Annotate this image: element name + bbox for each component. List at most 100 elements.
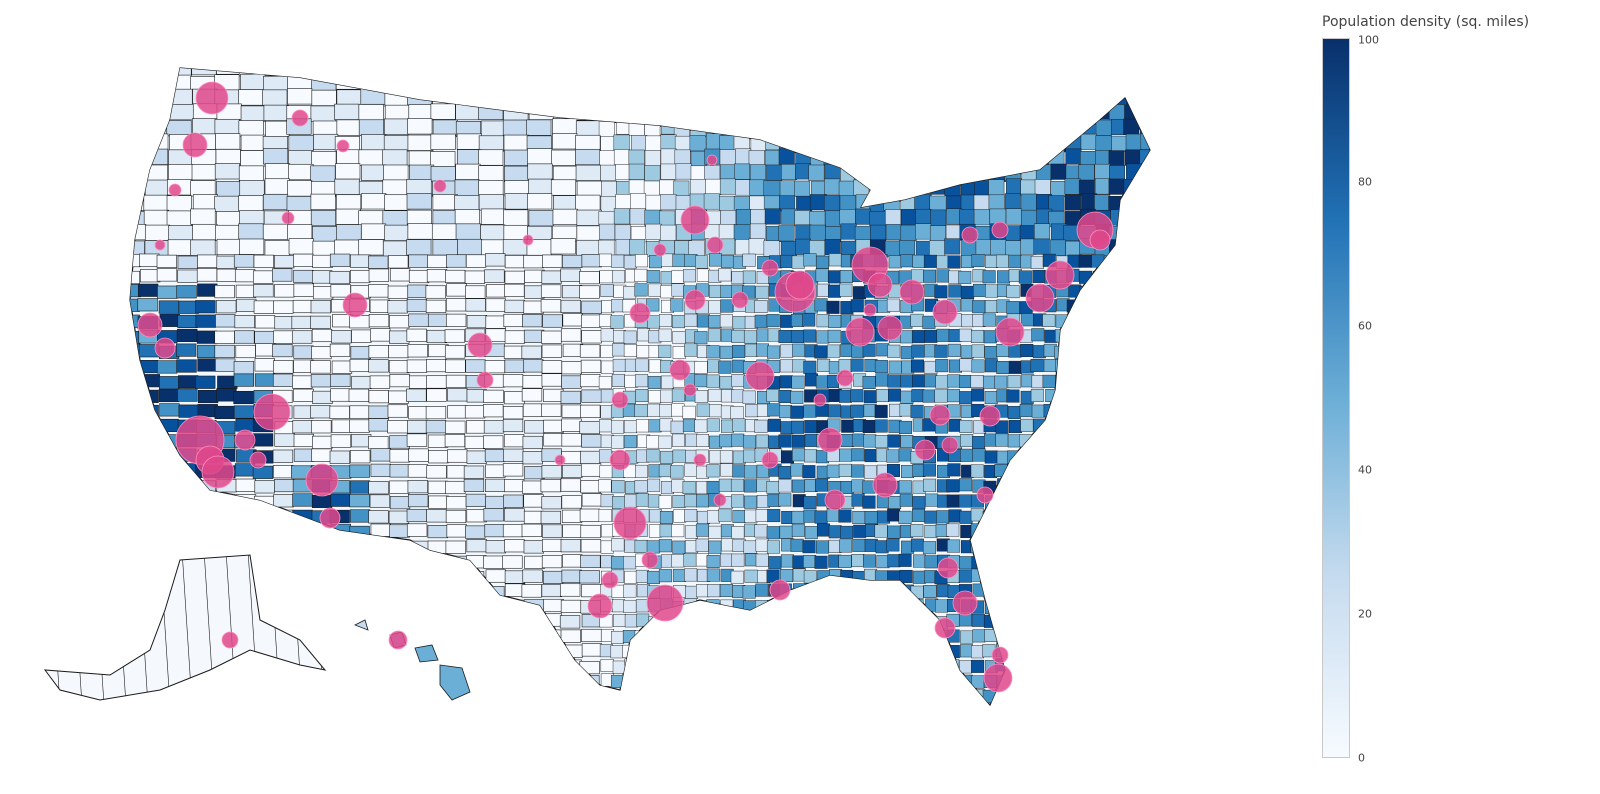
city-bubble[interactable] [1089,229,1111,251]
city-bubble[interactable] [476,371,494,389]
city-bubble[interactable] [1025,283,1055,313]
county-cell [235,660,256,674]
city-bubble[interactable] [706,154,718,166]
city-bubble[interactable] [979,405,1001,427]
city-bubble[interactable] [836,369,854,387]
city-bubble[interactable] [388,630,408,650]
city-bubble[interactable] [683,383,697,397]
city-bubble[interactable] [863,303,877,317]
us-county-map[interactable] [0,0,1300,794]
city-bubble[interactable] [995,317,1025,347]
city-bubble[interactable] [961,226,979,244]
city-bubble[interactable] [991,221,1009,239]
county-cell [1125,208,1142,225]
county-cell [779,525,793,539]
city-bubble[interactable] [168,183,182,197]
county-cell [454,179,480,196]
city-bubble[interactable] [613,506,647,540]
city-bubble[interactable] [234,429,256,451]
city-bubble[interactable] [609,449,631,471]
city-bubble[interactable] [824,489,846,511]
city-bubble[interactable] [914,439,936,461]
city-bubble[interactable] [872,472,898,498]
county-cell [445,704,466,705]
county-cell [743,600,757,614]
city-bubble[interactable] [976,486,994,504]
city-bubble[interactable] [693,453,707,467]
city-bubble[interactable] [937,557,959,579]
county-cell [1152,435,1165,448]
city-bubble[interactable] [845,317,875,347]
county-cell [1034,68,1051,77]
city-bubble[interactable] [305,463,339,497]
city-bubble[interactable] [249,451,267,469]
city-bubble[interactable] [336,139,350,153]
city-bubble[interactable] [653,243,667,257]
county-cell [887,616,901,630]
city-bubble[interactable] [877,315,903,341]
city-bubble[interactable] [813,393,827,407]
city-bubble[interactable] [952,590,978,616]
county-cell [1080,316,1094,330]
county-cell [550,179,577,196]
city-bubble[interactable] [929,404,951,426]
city-bubble[interactable] [195,81,229,115]
county-cell [1069,344,1083,358]
city-bubble[interactable] [991,646,1009,664]
city-bubble[interactable] [433,179,447,193]
county-cell [262,223,289,240]
city-bubble[interactable] [817,427,843,453]
city-bubble[interactable] [522,234,534,246]
county-cell [1139,480,1150,494]
county-cell [177,255,198,269]
county-cell [167,88,193,105]
city-bubble[interactable] [291,109,309,127]
city-bubble[interactable] [601,571,619,589]
map-canvas[interactable] [0,0,1300,794]
city-bubble[interactable] [761,451,779,469]
city-bubble[interactable] [641,551,659,569]
city-bubble[interactable] [201,455,235,489]
city-bubble[interactable] [554,454,566,466]
alaska[interactable] [43,550,327,705]
city-bubble[interactable] [932,299,958,325]
city-bubble[interactable] [941,436,959,454]
county-cell [1066,524,1080,538]
county-cell [447,388,468,402]
city-bubble[interactable] [281,211,295,225]
city-bubble[interactable] [319,507,341,529]
city-bubble[interactable] [769,579,791,601]
city-bubble[interactable] [934,617,956,639]
county-cell [887,525,901,539]
city-bubble[interactable] [713,493,727,507]
city-bubble[interactable] [137,312,163,338]
city-bubble[interactable] [680,205,710,235]
city-bubble[interactable] [646,584,684,622]
county-cell [579,661,600,675]
city-bubble[interactable] [745,361,775,391]
city-bubble[interactable] [629,302,651,324]
city-bubble[interactable] [899,279,925,305]
city-bubble[interactable] [761,259,779,277]
city-bubble[interactable] [867,272,893,298]
county-cell [826,601,840,614]
city-bubble[interactable] [154,337,176,359]
city-bubble[interactable] [587,593,613,619]
city-bubble[interactable] [706,236,724,254]
city-bubble[interactable] [342,292,368,318]
city-bubble[interactable] [983,663,1013,693]
city-bubble[interactable] [611,391,629,409]
county-cell [790,390,804,404]
city-bubble[interactable] [785,270,815,300]
hawaii[interactable] [354,619,471,701]
city-bubble[interactable] [182,132,208,158]
city-bubble[interactable] [731,291,749,309]
city-bubble[interactable] [154,239,166,251]
city-bubble[interactable] [684,289,706,311]
county-cell [215,133,241,150]
city-bubble[interactable] [669,359,691,381]
city-bubble[interactable] [221,631,239,649]
city-bubble[interactable] [253,393,291,431]
city-bubble[interactable] [467,332,493,358]
city-bubble[interactable] [1045,260,1075,290]
